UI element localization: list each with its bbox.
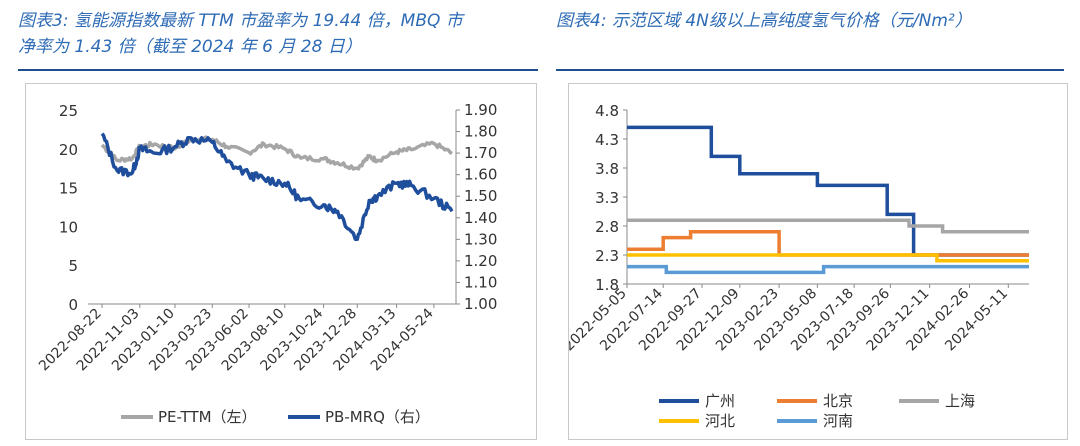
legend-label-3: 上海 <box>945 392 975 410</box>
right-y-tick-label: 1.00 <box>464 295 497 313</box>
figure4-caption: 图表4: 示范区域 4N级以上高纯度氢气价格（元/Nm²） <box>556 11 972 31</box>
y-tick-label: 2.3 <box>595 247 619 265</box>
series-line-3 <box>627 218 1029 234</box>
right-y-tick-label: 1.70 <box>464 144 497 162</box>
left-y-tick-label: 15 <box>59 180 78 198</box>
right-y-tick-label: 1.40 <box>464 209 497 227</box>
figure4-divider <box>556 69 1064 71</box>
y-tick-label: 4.3 <box>595 131 619 149</box>
legend-label-4: 河北 <box>705 412 735 430</box>
figure4-chart-panel: 1.8 2.3 2.8 3.3 3.8 4.3 4.8 2022-05-05 2022-07-1… <box>561 83 1068 440</box>
series-line-4 <box>627 253 1029 263</box>
right-y-tick-label: 1.90 <box>464 101 497 119</box>
y-tick-label: 4.8 <box>595 102 619 120</box>
legend-label-1: 广州 <box>705 392 735 410</box>
legend-label-pe-ttm: PE-TTM（左） <box>158 408 257 426</box>
right-y-tick-label: 1.80 <box>464 123 497 141</box>
right-y-tick-label: 1.50 <box>464 187 497 205</box>
left-y-tick-label: 25 <box>59 102 78 120</box>
hydrogen-price-chart: 1.82.32.83.33.84.34.82022-05-052022-07-1… <box>561 102 1029 430</box>
series-line-5 <box>627 264 1029 275</box>
legend-label-pb-mrq: PB-MRQ（右） <box>325 408 430 426</box>
figure3-divider <box>18 69 538 71</box>
left-y-tick-label: 0 <box>68 296 78 314</box>
series-line-pb-mrq <box>100 132 454 242</box>
legend-label-5: 河南 <box>823 412 853 430</box>
figure3-caption-line2: 净率为 1.43 倍（截至 2024 年 6 月 28 日） <box>18 37 362 57</box>
y-tick-label: 2.8 <box>595 218 619 236</box>
left-y-tick-label: 10 <box>59 218 78 236</box>
figure3-chart-panel: 0 5 10 15 20 25 1.00 1.10 1.20 1.30 1.40 1.50 1.60 1.… <box>25 83 537 440</box>
right-y-tick-label: 1.30 <box>464 230 497 248</box>
series-line-2 <box>627 230 1029 257</box>
pe-pb-chart: 0 5 10 15 20 25 1.00 1.10 1.20 1.30 1.40 1.50 1.60 1.… <box>36 101 497 426</box>
left-y-tick-label: 5 <box>68 257 78 275</box>
legend-label-2: 北京 <box>823 392 853 410</box>
y-tick-label: 1.8 <box>595 276 619 294</box>
figure3-caption-line1: 图表3: 氢能源指数最新 TTM 市盈率为 19.44 倍，MBQ 市 <box>18 11 463 31</box>
left-y-tick-label: 20 <box>59 141 78 159</box>
right-y-tick-label: 1.60 <box>464 166 497 184</box>
right-y-tick-label: 1.20 <box>464 252 497 270</box>
right-y-tick-label: 1.10 <box>464 273 497 291</box>
y-tick-label: 3.8 <box>595 160 619 178</box>
figure3-caption: 图表3: 氢能源指数最新 TTM 市盈率为 19.44 倍，MBQ 市 净率为 … <box>18 8 538 60</box>
y-tick-label: 3.3 <box>595 189 619 207</box>
series-line-1 <box>627 125 1029 257</box>
